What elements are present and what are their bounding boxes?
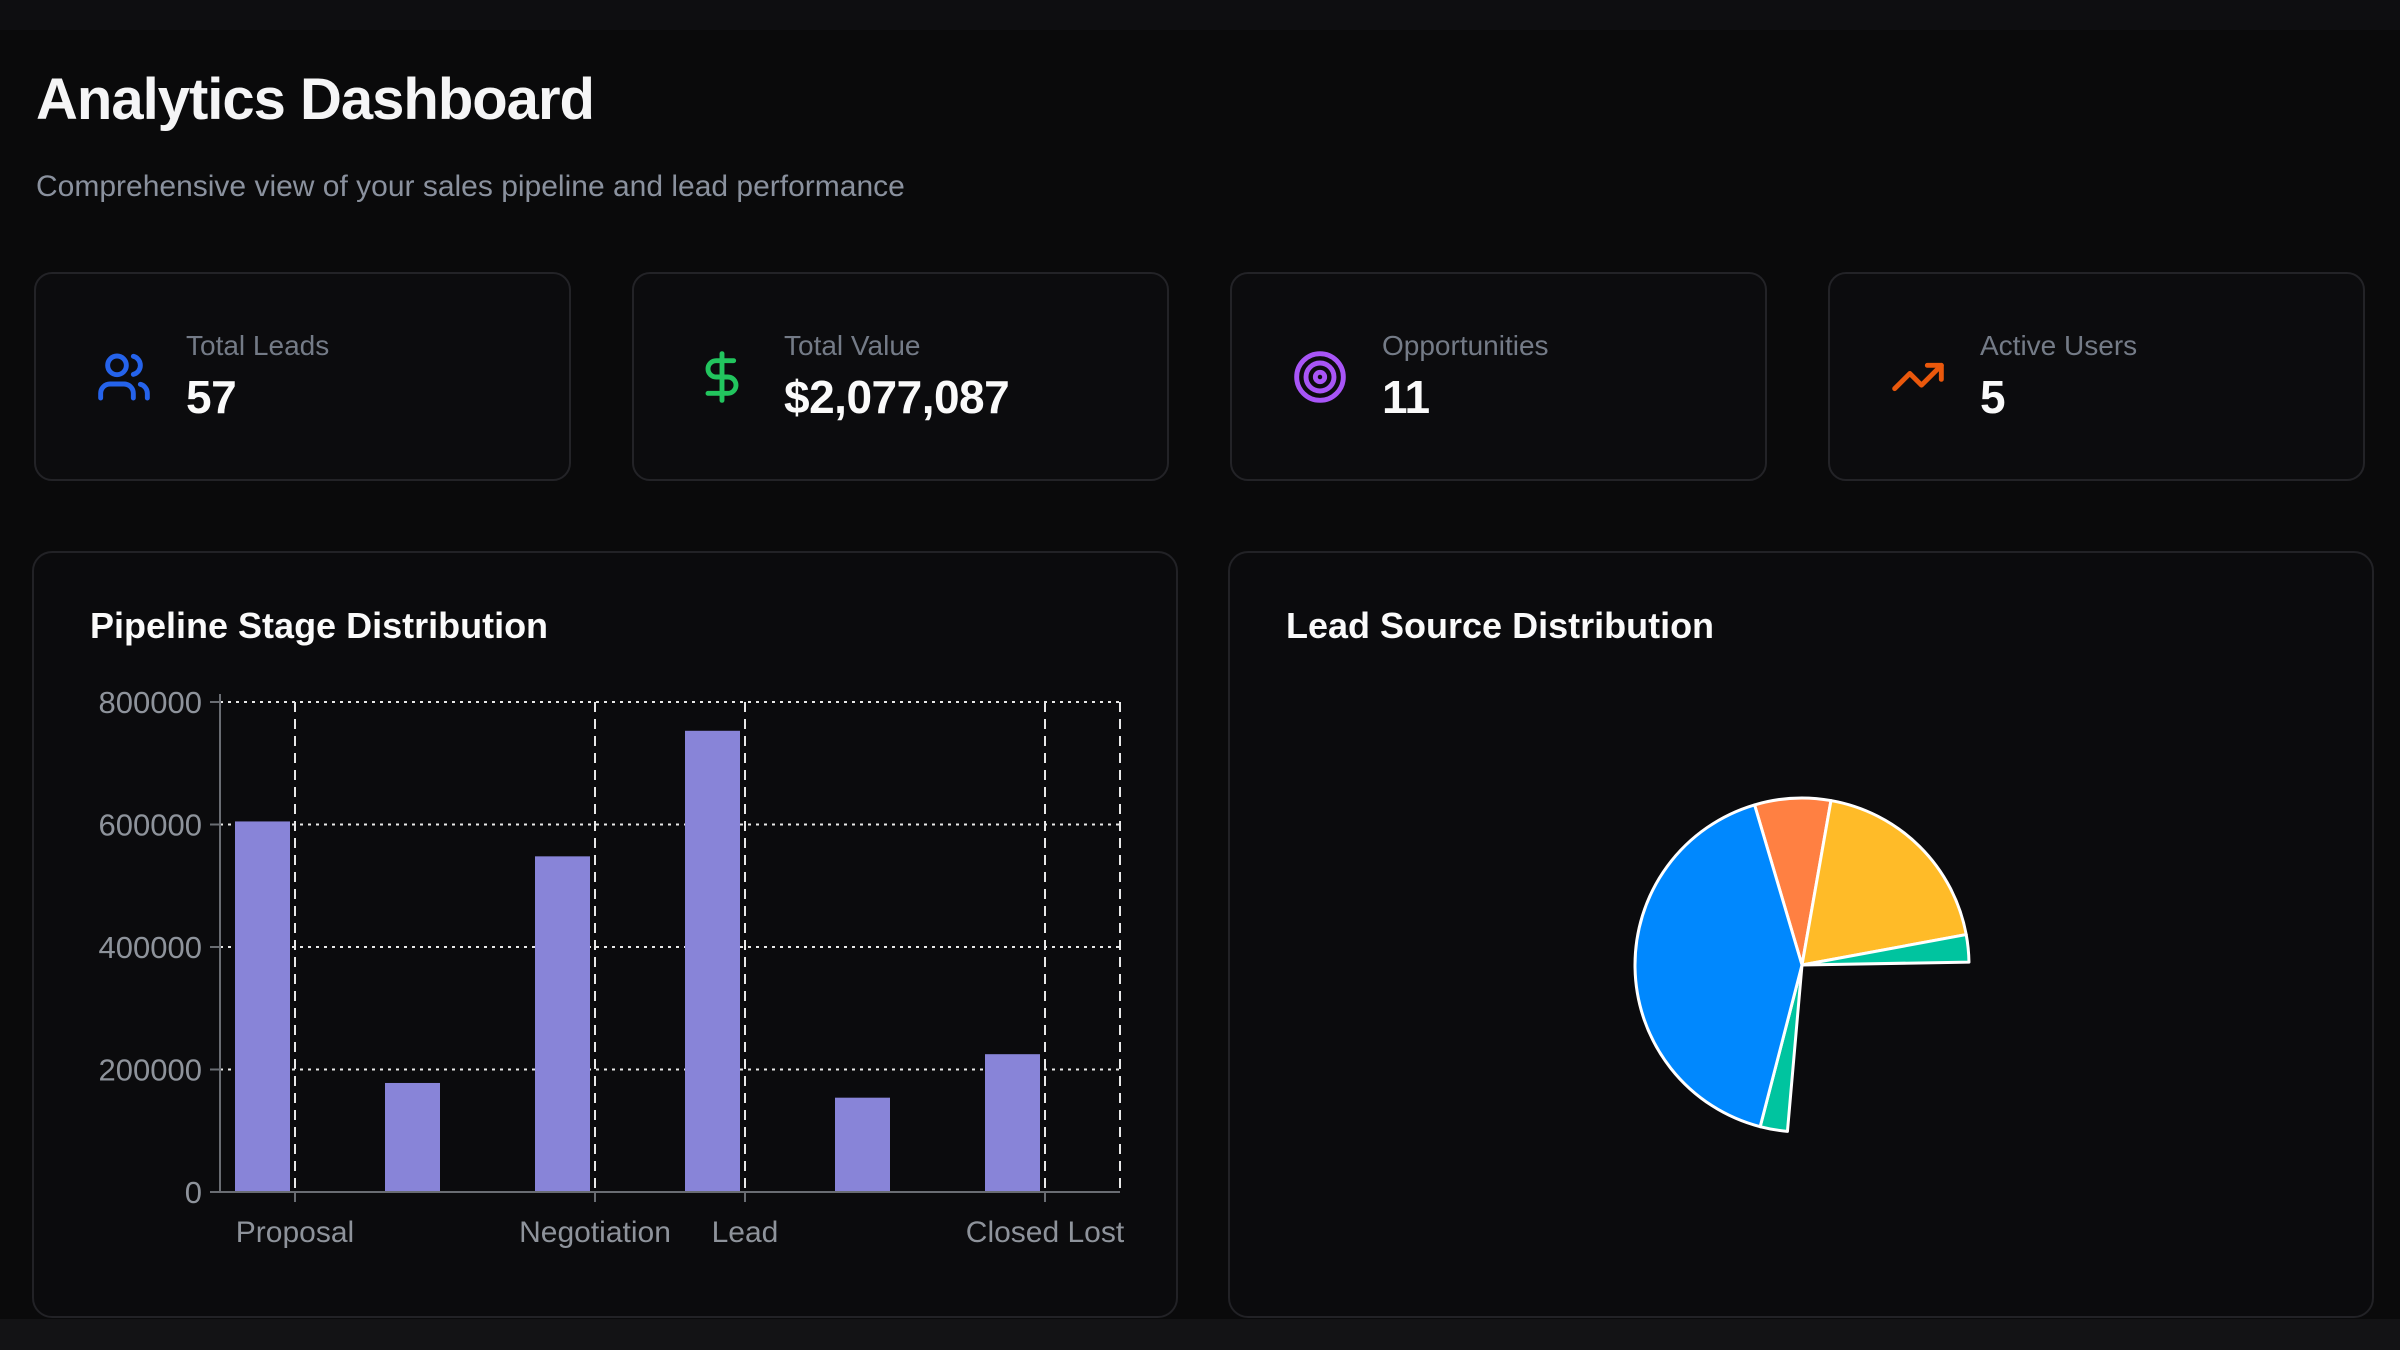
- stat-label: Total Leads: [186, 329, 330, 361]
- target-icon: [1294, 350, 1346, 403]
- bar-value[interactable]: [235, 821, 290, 1192]
- stat-card-active-users: Active Users 5: [1828, 272, 2365, 481]
- users-icon: [98, 353, 150, 400]
- stat-value: $2,077,087: [784, 370, 1010, 423]
- x-tick-label: Proposal: [236, 1216, 354, 1249]
- bar-value[interactable]: [985, 1054, 1040, 1192]
- stat-card-total-leads: Total Leads 57: [34, 272, 571, 481]
- stat-label: Total Value: [784, 329, 921, 361]
- bar-chart-title: Pipeline Stage Distribution: [90, 605, 549, 646]
- pipeline-stage-panel: Pipeline Stage Distribution 0 200000 40000…: [32, 551, 1178, 1318]
- y-tick-label: 800000: [99, 685, 202, 720]
- lead-source-panel: Lead Source Distribution LinkedinReferra…: [1228, 551, 2374, 1318]
- bar-value[interactable]: [385, 1082, 440, 1192]
- bar-value[interactable]: [685, 730, 740, 1192]
- stat-value: 57: [186, 370, 237, 423]
- pie-slice[interactable]: [1633, 803, 1804, 1129]
- stat-label: Active Users: [1980, 329, 2138, 361]
- y-tick-label: 400000: [99, 930, 202, 965]
- trending-up-icon: [1892, 362, 1944, 391]
- stat-card-total-value: Total Value $2,077,087: [632, 272, 1169, 481]
- bar-value[interactable]: [535, 856, 590, 1192]
- stat-value: 11: [1382, 370, 1430, 423]
- pie-slice[interactable]: [1800, 933, 1971, 967]
- stat-cards-row: Total Leads 57 Total Value $2,077,087 Op…: [34, 272, 2365, 481]
- bottom-strip: [0, 1319, 2400, 1350]
- page-title: Analytics Dashboard: [36, 67, 595, 132]
- top-strip: [0, 0, 2400, 30]
- y-tick-label: 600000: [99, 808, 202, 843]
- x-tick-label: Lead: [712, 1216, 779, 1249]
- lead-source-pie-chart[interactable]: [1230, 553, 2372, 1316]
- x-tick-label: Closed Lost: [966, 1216, 1125, 1249]
- y-tick-label: 0: [185, 1175, 202, 1210]
- y-tick-label: 200000: [99, 1053, 202, 1088]
- pipeline-bar-chart[interactable]: 0 200000 400000 600000 800000 Proposal Negotia…: [34, 553, 1176, 1316]
- pie-chart-title: Lead Source Distribution: [1286, 605, 1715, 646]
- dollar-sign-icon: [705, 350, 739, 403]
- x-tick-label: Negotiation: [519, 1216, 671, 1249]
- pie-slice[interactable]: [1800, 799, 1968, 967]
- stat-label: Opportunities: [1382, 329, 1549, 361]
- stat-card-opportunities: Opportunities 11: [1230, 272, 1767, 481]
- stat-value: 5: [1980, 370, 2006, 423]
- page-subtitle: Comprehensive view of your sales pipelin…: [36, 170, 905, 203]
- bar-value[interactable]: [835, 1097, 890, 1192]
